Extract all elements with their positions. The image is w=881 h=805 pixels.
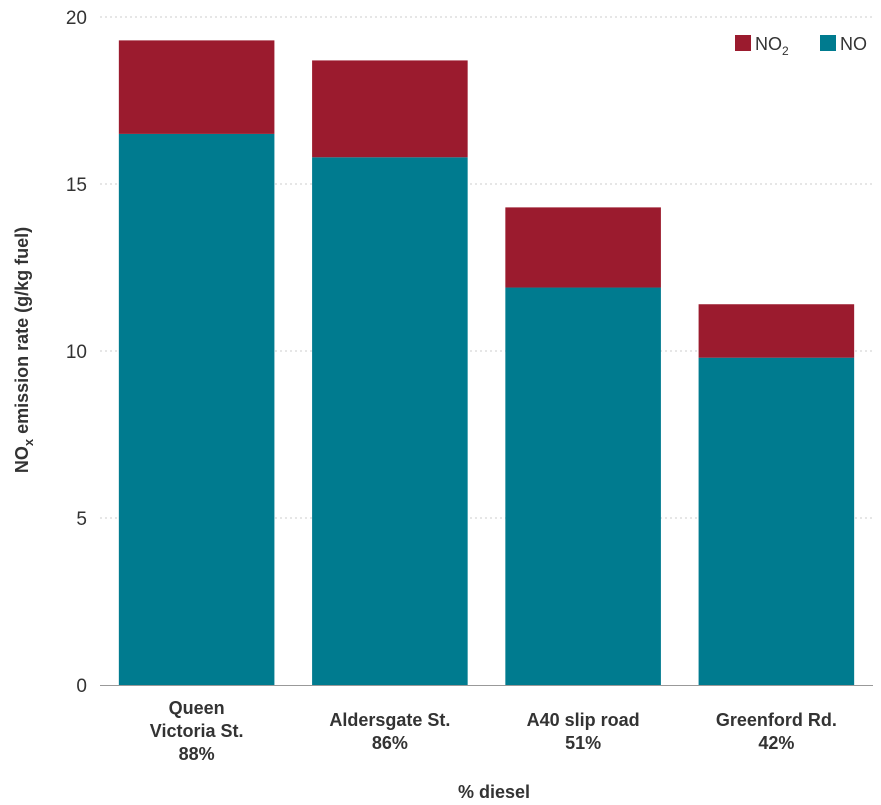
legend-swatch-no <box>820 35 836 51</box>
y-tick-label: 10 <box>66 342 87 363</box>
x-tick-label: Greenford Rd. 42% <box>716 710 837 753</box>
bar-no2-0 <box>118 40 275 134</box>
y-tick-label: 5 <box>76 509 87 530</box>
bar-no2-1 <box>312 60 468 158</box>
legend: NO2 NO <box>735 34 867 58</box>
y-tick-label: 20 <box>66 8 87 29</box>
legend-label-no: NO <box>840 34 867 54</box>
bars <box>118 40 855 685</box>
x-tick-label: Queen Victoria St. 88% <box>150 698 244 764</box>
y-tick-label: 0 <box>76 676 87 697</box>
legend-swatch-no2 <box>735 35 751 51</box>
x-tick-labels: Queen Victoria St. 88% Aldersgate St. 86% A40… <box>150 698 837 764</box>
x-tick-label: A40 slip road 51% <box>527 710 640 753</box>
bar-no2-3 <box>698 304 855 358</box>
y-tick-label: 15 <box>66 175 87 196</box>
bar-no-3 <box>698 357 855 685</box>
legend-label-no2: NO2 <box>755 34 789 58</box>
x-tick-label: Aldersgate St. 86% <box>329 710 450 753</box>
gridlines <box>100 16 873 519</box>
x-axis-title: % diesel <box>458 782 530 802</box>
bar-no2-2 <box>505 207 661 288</box>
y-tick-labels: 0 5 10 15 20 <box>66 8 87 697</box>
bar-no-2 <box>505 287 661 685</box>
y-axis-title: NOx emission rate (g/kg fuel) <box>12 227 36 473</box>
bar-no-1 <box>312 157 468 685</box>
bar-no-0 <box>118 133 275 685</box>
